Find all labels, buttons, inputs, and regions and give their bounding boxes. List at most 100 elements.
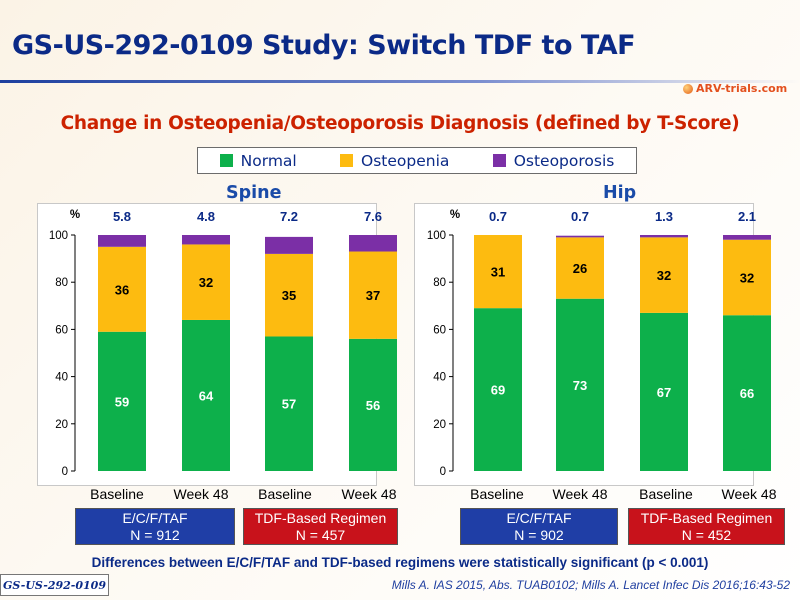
spine-data-label-osteopenia-1: 36 bbox=[115, 282, 129, 297]
legend-item-osteopenia: Osteopenia bbox=[340, 152, 449, 170]
hip-y-tick-label: 0 bbox=[440, 466, 446, 478]
hip-category-label-2: Week 48 bbox=[553, 486, 608, 502]
hip-bar-osteopenia-2 bbox=[556, 237, 604, 299]
legend-label-osteopenia: Osteopenia bbox=[361, 151, 450, 170]
arv-trials-logo: ARV-trials.com bbox=[683, 82, 787, 95]
legend-item-osteoporosis: Osteoporosis bbox=[492, 151, 615, 170]
spine-bar-osteopenia-1 bbox=[98, 246, 146, 332]
legend-label-normal: Normal bbox=[240, 151, 297, 170]
spine-data-label-osteopenia-2: 32 bbox=[199, 275, 213, 290]
hip-bar-osteopenia-3 bbox=[640, 237, 688, 313]
spine-data-label-normal-2: 64 bbox=[199, 388, 214, 403]
hip-data-label-osteopenia-1: 31 bbox=[491, 265, 505, 280]
hip-data-label-normal-3: 67 bbox=[657, 385, 671, 400]
study-tag: GS-US-292-0109 bbox=[0, 574, 109, 596]
spine-bar-osteoporosis-2 bbox=[182, 235, 230, 245]
spine-group-taf-label: E/C/F/TAF bbox=[122, 509, 188, 526]
hip-group-tdf-label: TDF-Based Regimen bbox=[640, 509, 773, 526]
spine-category-label-1: Baseline bbox=[90, 486, 144, 502]
hip-bar-osteopenia-1 bbox=[474, 235, 522, 309]
hip-data-label-osteoporosis-4: 2.1 bbox=[738, 209, 756, 224]
legend-swatch-normal bbox=[219, 154, 233, 167]
hip-data-label-osteopenia-3: 32 bbox=[657, 268, 671, 283]
hip-bar-osteoporosis-4 bbox=[723, 235, 771, 240]
significance-footnote: Differences between E/C/F/TAF and TDF-ba… bbox=[91, 555, 709, 570]
spine-bar-osteoporosis-1 bbox=[98, 235, 146, 247]
spine-bar-normal-3 bbox=[265, 336, 313, 471]
hip-group-tdf-n: N = 452 bbox=[681, 526, 732, 543]
spine-group-taf-n: N = 912 bbox=[130, 526, 180, 543]
spine-y-tick-label: 60 bbox=[55, 324, 68, 336]
hip-bar-normal-1 bbox=[474, 308, 522, 471]
spine-bar-normal-1 bbox=[98, 331, 146, 471]
spine-category-label-4: Week 48 bbox=[342, 486, 397, 502]
spine-bar-osteoporosis-4 bbox=[349, 235, 397, 252]
hip-bar-osteoporosis-2 bbox=[556, 235, 604, 238]
spine-y-tick-label: 100 bbox=[49, 230, 68, 242]
hip-data-label-osteopenia-4: 32 bbox=[740, 270, 754, 285]
spine-group-tdf: TDF-Based Regimen N = 457 bbox=[243, 508, 398, 545]
logo-icon bbox=[683, 84, 693, 94]
hip-group-tdf: TDF-Based Regimen N = 452 bbox=[628, 508, 785, 545]
spine-data-label-normal-1: 59 bbox=[115, 394, 129, 409]
spine-y-tick-label: 40 bbox=[55, 372, 68, 384]
hip-bar-normal-3 bbox=[640, 312, 688, 471]
spine-group-taf: E/C/F/TAF N = 912 bbox=[75, 508, 235, 545]
spine-data-label-normal-4: 56 bbox=[366, 398, 380, 413]
hip-category-label-4: Week 48 bbox=[722, 486, 777, 502]
hip-data-label-osteoporosis-3: 1.3 bbox=[655, 209, 673, 224]
citation: Mills A. IAS 2015, Abs. TUAB0102; Mills … bbox=[391, 578, 790, 592]
spine-data-label-normal-3: 57 bbox=[282, 397, 296, 412]
spine-group-tdf-n: N = 457 bbox=[295, 526, 346, 543]
hip-data-label-normal-1: 69 bbox=[491, 383, 505, 398]
hip-chart-title: Hip bbox=[603, 183, 637, 203]
spine-bar-osteopenia-3 bbox=[265, 253, 313, 337]
spine-bar-osteopenia-4 bbox=[349, 251, 397, 339]
hip-bar-osteoporosis-3 bbox=[640, 235, 688, 238]
legend-label-osteoporosis: Osteoporosis bbox=[513, 151, 615, 170]
logo-text: ARV-trials.com bbox=[696, 82, 788, 95]
spine-chart-title: Spine bbox=[226, 183, 282, 203]
spine-y-axis-label: % bbox=[70, 209, 80, 221]
spine-y-tick-label: 20 bbox=[55, 419, 68, 431]
hip-y-tick-label: 60 bbox=[433, 324, 446, 336]
spine-data-label-osteopenia-4: 37 bbox=[366, 288, 380, 303]
hip-data-label-normal-4: 66 bbox=[740, 386, 754, 401]
hip-y-tick-label: 100 bbox=[427, 230, 446, 242]
hip-bar-normal-4 bbox=[723, 315, 771, 471]
legend: Normal Osteopenia Osteoporosis bbox=[197, 147, 637, 174]
spine-bar-osteopenia-2 bbox=[182, 244, 230, 320]
slide-title: GS-US-292-0109 Study: Switch TDF to TAF bbox=[12, 30, 636, 61]
hip-group-taf-label: E/C/F/TAF bbox=[506, 509, 572, 526]
hip-data-label-normal-2: 73 bbox=[573, 378, 587, 393]
spine-data-label-osteoporosis-2: 4.8 bbox=[197, 209, 215, 224]
spine-data-label-osteoporosis-3: 7.2 bbox=[280, 209, 298, 224]
spine-data-label-osteoporosis-1: 5.8 bbox=[113, 209, 131, 224]
hip-category-label-1: Baseline bbox=[470, 486, 524, 502]
spine-data-label-osteoporosis-4: 7.6 bbox=[364, 209, 382, 224]
hip-y-tick-label: 80 bbox=[433, 277, 446, 289]
hip-y-axis-label: % bbox=[450, 209, 460, 221]
hip-category-label-3: Baseline bbox=[639, 486, 693, 502]
legend-item-normal: Normal bbox=[219, 151, 297, 170]
spine-bar-osteoporosis-3 bbox=[265, 236, 313, 254]
spine-bar-normal-4 bbox=[349, 338, 397, 471]
legend-swatch-osteopenia bbox=[340, 154, 354, 167]
hip-data-label-osteoporosis-1: 0.7 bbox=[489, 209, 507, 224]
spine-data-label-osteopenia-3: 35 bbox=[282, 288, 296, 303]
spine-category-label-3: Baseline bbox=[258, 486, 312, 502]
spine-bar-normal-2 bbox=[182, 319, 230, 471]
spine-group-tdf-label: TDF-Based Regimen bbox=[254, 509, 387, 526]
chart-subtitle: Change in Osteopenia/Osteoporosis Diagno… bbox=[60, 113, 740, 134]
hip-bar-osteopenia-4 bbox=[723, 239, 771, 316]
hip-y-tick-label: 20 bbox=[433, 419, 446, 431]
legend-swatch-osteoporosis bbox=[492, 154, 506, 167]
hip-data-label-osteoporosis-2: 0.7 bbox=[571, 209, 589, 224]
spine-y-tick-label: 80 bbox=[55, 277, 68, 289]
spine-y-tick-label: 0 bbox=[62, 466, 68, 478]
hip-data-label-osteopenia-2: 26 bbox=[573, 261, 587, 276]
title-divider bbox=[0, 80, 800, 83]
hip-group-taf-n: N = 902 bbox=[514, 526, 564, 543]
